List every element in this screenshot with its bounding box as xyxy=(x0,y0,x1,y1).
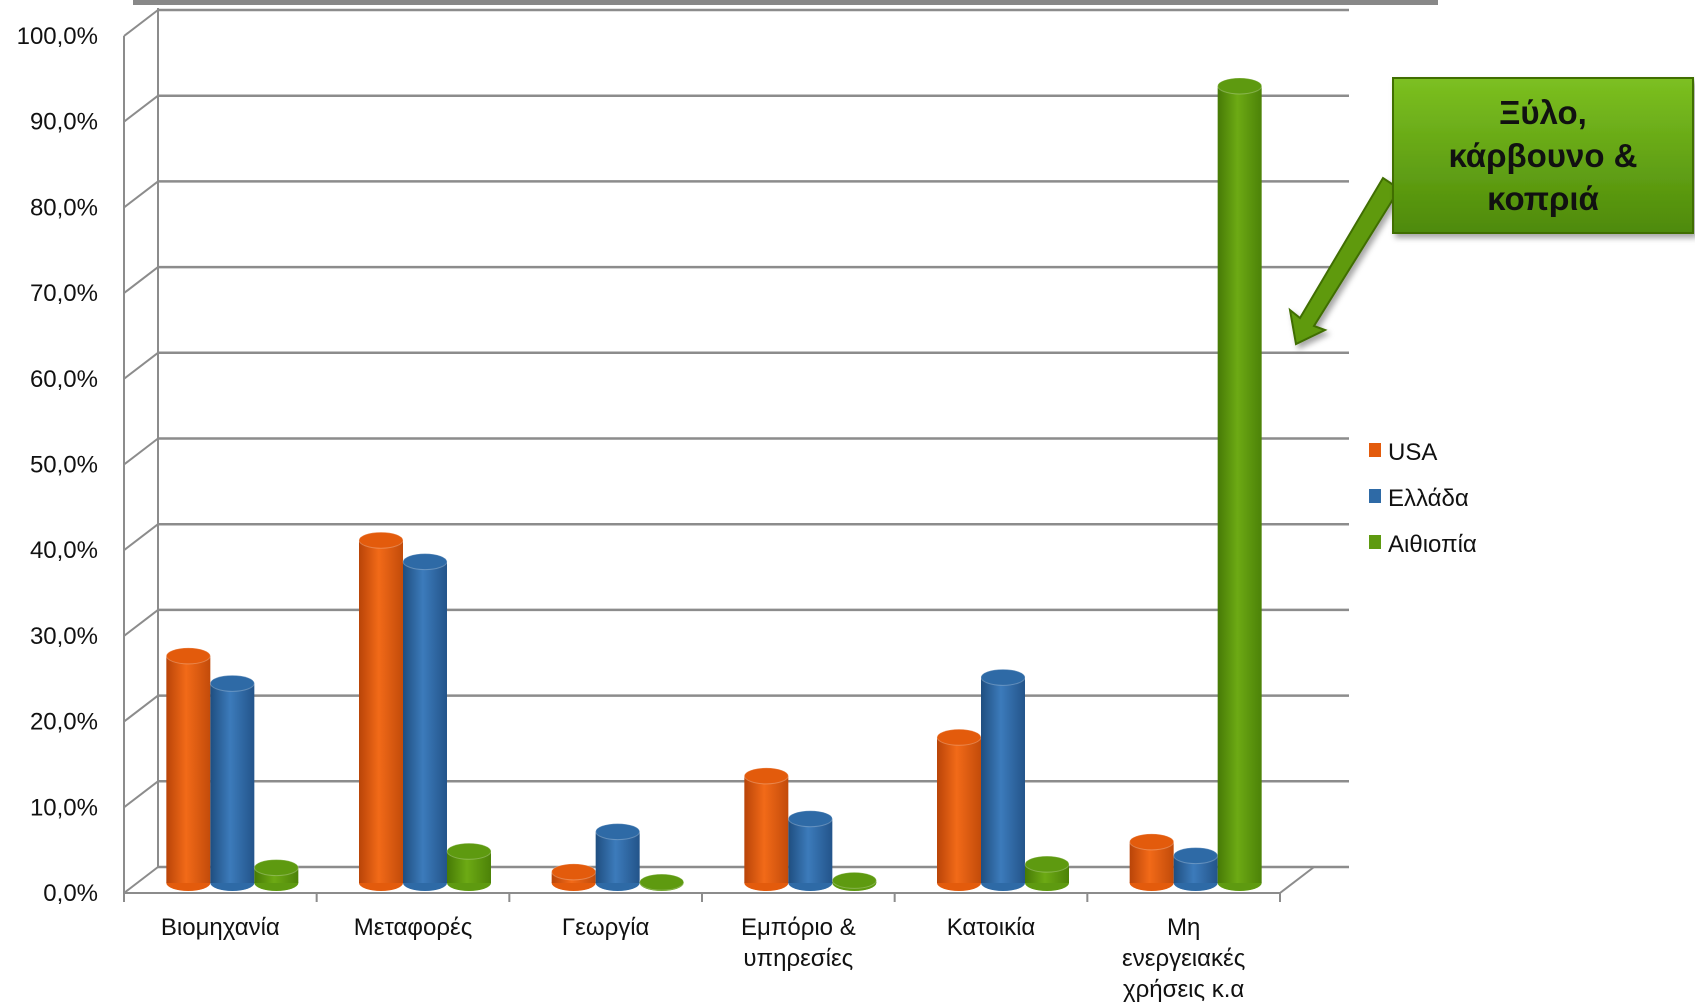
y-tick-label: 60,0% xyxy=(30,366,98,393)
side-wall-line xyxy=(123,866,159,894)
bar xyxy=(209,674,255,891)
side-wall-line xyxy=(123,266,159,294)
legend-swatch xyxy=(1369,443,1381,457)
callout-text: Ξύλο, κάρβουνο & κοπριά xyxy=(1448,94,1637,217)
grid-layer xyxy=(123,8,1349,894)
bar xyxy=(551,863,597,891)
y-tick-label: 70,0% xyxy=(30,280,98,307)
side-wall-line xyxy=(123,9,159,37)
x-category-label: Κατοικία xyxy=(947,914,1036,941)
bar-body xyxy=(937,737,981,883)
bar-body xyxy=(981,677,1025,883)
legend-label: Ελλάδα xyxy=(1388,485,1469,512)
bar-top xyxy=(402,553,448,571)
bar-top xyxy=(165,647,211,665)
bar-body xyxy=(1217,85,1262,884)
y-tick-label: 90,0% xyxy=(30,109,98,136)
bar xyxy=(787,810,833,891)
side-wall-line xyxy=(123,694,159,723)
bar-top xyxy=(446,842,492,860)
callout-annotation: Ξύλο, κάρβουνο & κοπριά xyxy=(1288,77,1694,346)
bar-top xyxy=(831,871,877,889)
bar-body xyxy=(166,655,211,883)
bar xyxy=(358,531,404,891)
y-tick-label: 40,0% xyxy=(30,537,98,564)
bar-body xyxy=(210,683,255,883)
bar-body xyxy=(403,561,447,883)
side-wall-line xyxy=(123,523,159,551)
bar xyxy=(743,767,789,891)
axis-layer xyxy=(123,8,1315,902)
bar-top xyxy=(936,728,982,746)
legend-swatch xyxy=(1369,489,1381,503)
bar-top xyxy=(1173,847,1219,865)
bar-top xyxy=(551,863,597,881)
floor-edge xyxy=(1279,866,1315,894)
bar-top xyxy=(1217,77,1263,95)
bars-layer xyxy=(165,77,1263,891)
side-wall-line xyxy=(123,180,159,209)
bar xyxy=(165,647,211,891)
legend-swatch xyxy=(1369,535,1381,549)
bar xyxy=(446,842,492,891)
bar xyxy=(253,859,299,891)
legend-label: Αιθιοπία xyxy=(1388,531,1477,558)
side-wall-line xyxy=(123,437,159,466)
category-labels: Βιομηχανία Μεταφορές Γεωργία Εμπόριο & υπηρε… xyxy=(161,914,1245,1002)
legend: USA Ελλάδα Αιθιοπία xyxy=(1369,439,1477,558)
bar-top xyxy=(1129,833,1175,851)
bar xyxy=(1024,855,1070,891)
y-tick-label: 10,0% xyxy=(30,794,98,821)
bar-body xyxy=(359,540,403,883)
ticks-layer: 0,0% 10,0% 20,0% 30,0% 40,0% 50,0% 60,0% 70,0% 8… xyxy=(17,23,98,907)
bar xyxy=(595,823,641,891)
bar-top xyxy=(639,873,685,891)
side-wall-line xyxy=(123,352,159,380)
side-wall-line xyxy=(123,609,159,637)
side-wall-line xyxy=(123,780,159,809)
bar-top xyxy=(980,668,1026,686)
bar-body xyxy=(744,775,789,883)
bar-top xyxy=(787,810,833,828)
bar xyxy=(1217,77,1263,891)
y-tick-label: 30,0% xyxy=(30,623,98,650)
bar xyxy=(639,873,685,891)
y-tick-label: 100,0% xyxy=(17,23,98,50)
bar xyxy=(1173,847,1219,891)
y-tick-label: 50,0% xyxy=(30,452,98,479)
x-category-label: Μη ενεργειακές χρήσεις κ.α xyxy=(1122,914,1245,1002)
bar-body xyxy=(788,818,833,883)
bar xyxy=(831,871,877,891)
x-category-label: Γεωργία xyxy=(562,914,650,941)
bar-body xyxy=(595,831,640,883)
bar xyxy=(402,553,448,891)
bar-top xyxy=(358,531,404,549)
bar-top xyxy=(209,674,255,692)
legend-label: USA xyxy=(1388,439,1437,466)
bar-top xyxy=(743,767,789,785)
bar-top xyxy=(253,859,299,877)
bar xyxy=(936,728,982,891)
x-category-label: Εμπόριο & υπηρεσίες xyxy=(741,914,856,972)
x-category-label: Βιομηχανία xyxy=(161,914,280,941)
top-frame-bar xyxy=(133,0,1438,5)
bar-top xyxy=(595,823,641,841)
callout-box xyxy=(1392,77,1694,234)
bar-top xyxy=(1024,855,1070,873)
bar xyxy=(1129,833,1175,891)
callout-arrow-icon xyxy=(1288,176,1402,346)
bar xyxy=(980,668,1026,891)
y-tick-label: 20,0% xyxy=(30,709,98,736)
y-tick-label: 0,0% xyxy=(43,880,98,907)
side-wall-line xyxy=(123,94,159,123)
x-category-label: Μεταφορές xyxy=(354,914,473,941)
y-tick-label: 80,0% xyxy=(30,194,98,221)
